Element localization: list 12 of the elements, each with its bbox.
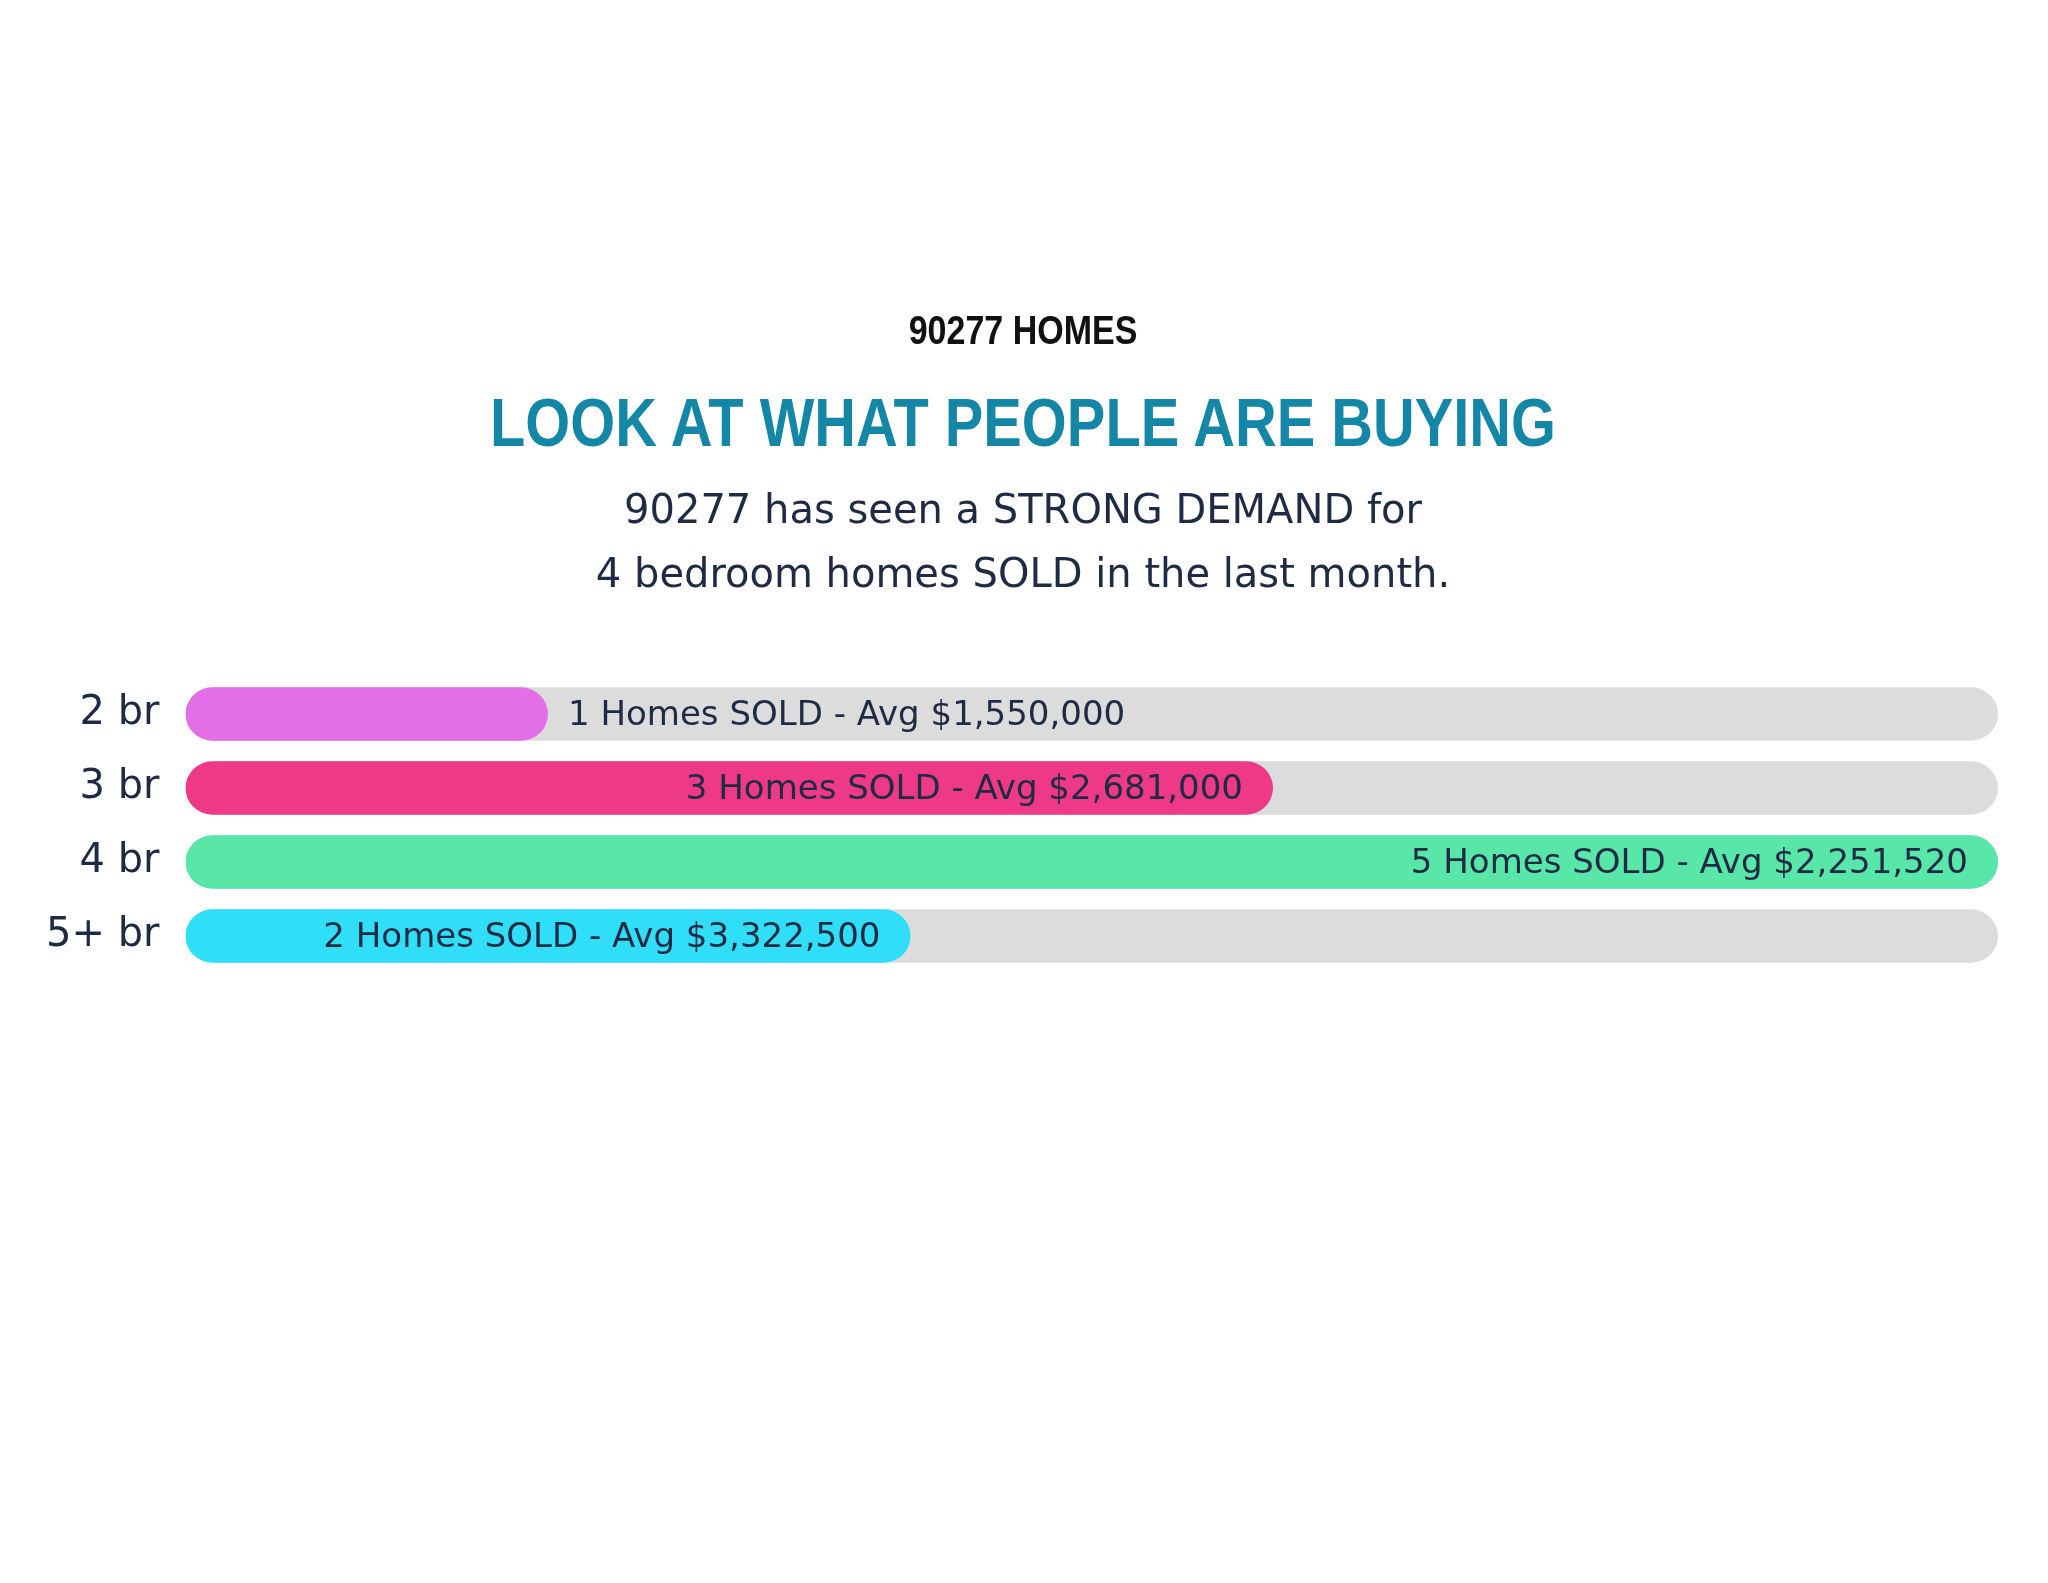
data-label: 3 Homes SOLD - Avg $2,681,000 bbox=[685, 766, 1244, 807]
bar bbox=[185, 687, 549, 741]
chart-title: 90277 HOMES bbox=[907, 308, 1139, 353]
y-tick-label: 5+ br bbox=[46, 909, 161, 956]
chart-subtitle: LOOK AT WHAT PEOPLE ARE BUYING bbox=[488, 383, 1558, 461]
data-label: 1 Homes SOLD - Avg $1,550,000 bbox=[568, 692, 1126, 733]
y-tick-label: 3 br bbox=[79, 761, 161, 808]
data-label: 5 Homes SOLD - Avg $2,251,520 bbox=[1410, 840, 1968, 881]
data-label: 2 Homes SOLD - Avg $3,322,500 bbox=[323, 914, 881, 955]
y-tick-label: 4 br bbox=[79, 835, 161, 882]
text: 90277 has seen a STRONG DEMAND for 4 bedroom homes SOLD in the last month. bbox=[594, 485, 1452, 598]
y-tick-label: 2 br bbox=[79, 687, 161, 734]
